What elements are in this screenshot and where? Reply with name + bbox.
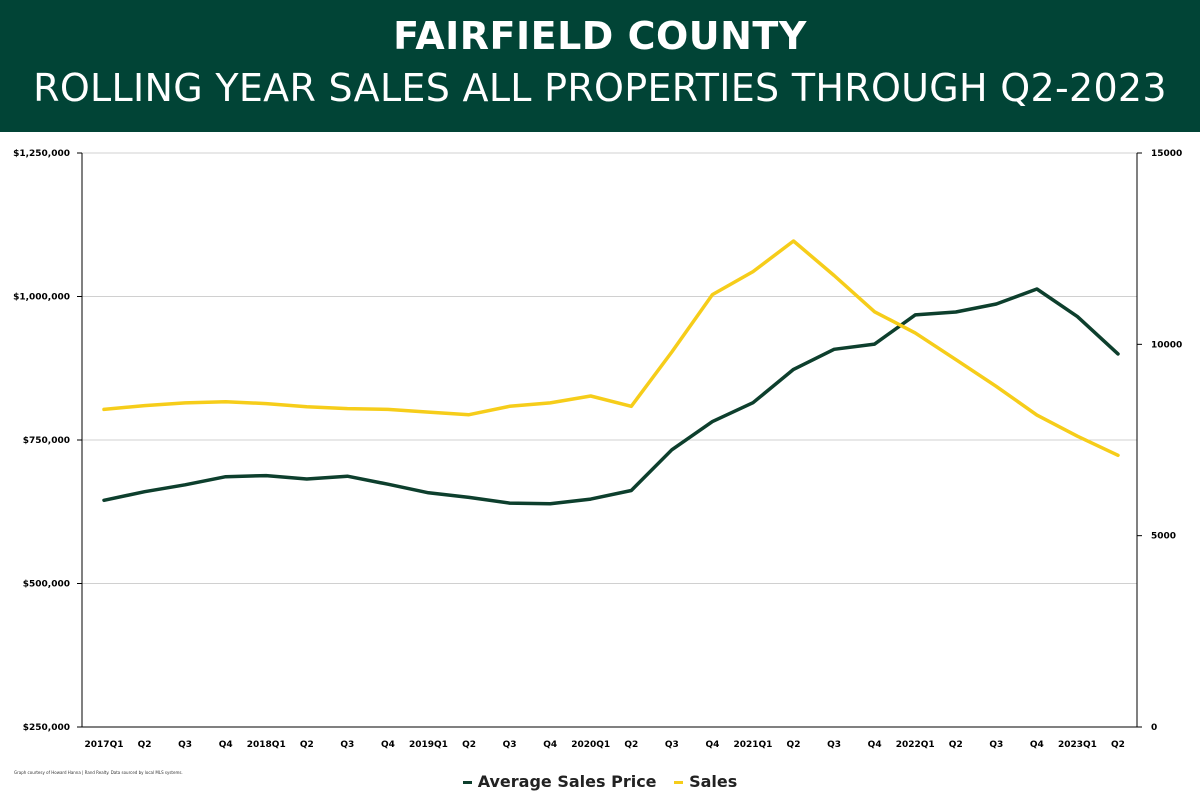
x-tick-label: Q4 [381,740,395,750]
x-tick-label: Q2 [949,740,963,750]
x-tick-label: 2019Q1 [409,740,448,750]
x-tick-label: Q3 [340,740,354,750]
legend-swatch-sales [674,781,684,784]
legend-item-price: Average Sales Price [462,772,657,791]
line-chart: $250,000 $500,000 $750,000 $1,000,000 $1,250… [13,149,1182,750]
x-tick-label: 2023Q1 [1058,740,1097,750]
x-tick-label: Q4 [543,740,557,750]
x-tick-label: Q2 [462,740,476,750]
x-tick-label: Q3 [827,740,841,750]
y-left-tick-label: $250,000 [23,723,70,733]
x-tick-label: 2018Q1 [247,740,286,750]
x-tick-label: 2020Q1 [571,740,610,750]
legend-label-price: Average Sales Price [477,772,657,791]
page-title: FAIRFIELD COUNTY [393,14,807,58]
x-tick-label: Q2 [1111,740,1125,750]
y-left-tick-label: $1,000,000 [13,293,70,303]
x-tick-label: Q4 [705,740,719,750]
x-tick-label: Q2 [787,740,801,750]
page-subtitle: ROLLING YEAR SALES ALL PROPERTIES THROUG… [33,66,1167,110]
x-tick-label: Q4 [219,740,233,750]
y-right-tick-label: 15000 [1151,149,1182,159]
y-left-tick-label: $500,000 [23,580,70,590]
x-tick-label: 2017Q1 [85,740,124,750]
y-left-tick-label: $1,250,000 [13,149,70,159]
y-left-tick-label: $750,000 [23,436,70,446]
x-tick-label: Q3 [989,740,1003,750]
x-tick-label: Q2 [300,740,314,750]
x-tick-label: Q4 [1030,740,1044,750]
source-footnote: Graph courtesy of Howard Hanna | Rand Re… [14,770,183,775]
header-banner: FAIRFIELD COUNTY ROLLING YEAR SALES ALL … [0,0,1200,132]
y-right-tick-label: 0 [1151,723,1157,733]
legend-swatch-price [462,781,472,784]
legend-label-sales: Sales [689,772,738,791]
y-right-tick-label: 5000 [1151,532,1176,542]
chart-legend: Average Sales Price Sales [0,772,1200,791]
x-tick-label: Q3 [665,740,679,750]
x-tick-label: Q2 [138,740,152,750]
series-line-average-sales-price [102,287,1120,506]
x-tick-label: Q2 [624,740,638,750]
x-tick-label: 2022Q1 [896,740,935,750]
x-tick-label: Q3 [178,740,192,750]
x-tick-label: 2021Q1 [733,740,772,750]
x-tick-label: Q3 [503,740,517,750]
x-tick-label: Q4 [868,740,882,750]
series-line-sales [102,239,1120,458]
legend-item-sales: Sales [674,772,737,791]
y-right-tick-label: 10000 [1151,340,1182,350]
